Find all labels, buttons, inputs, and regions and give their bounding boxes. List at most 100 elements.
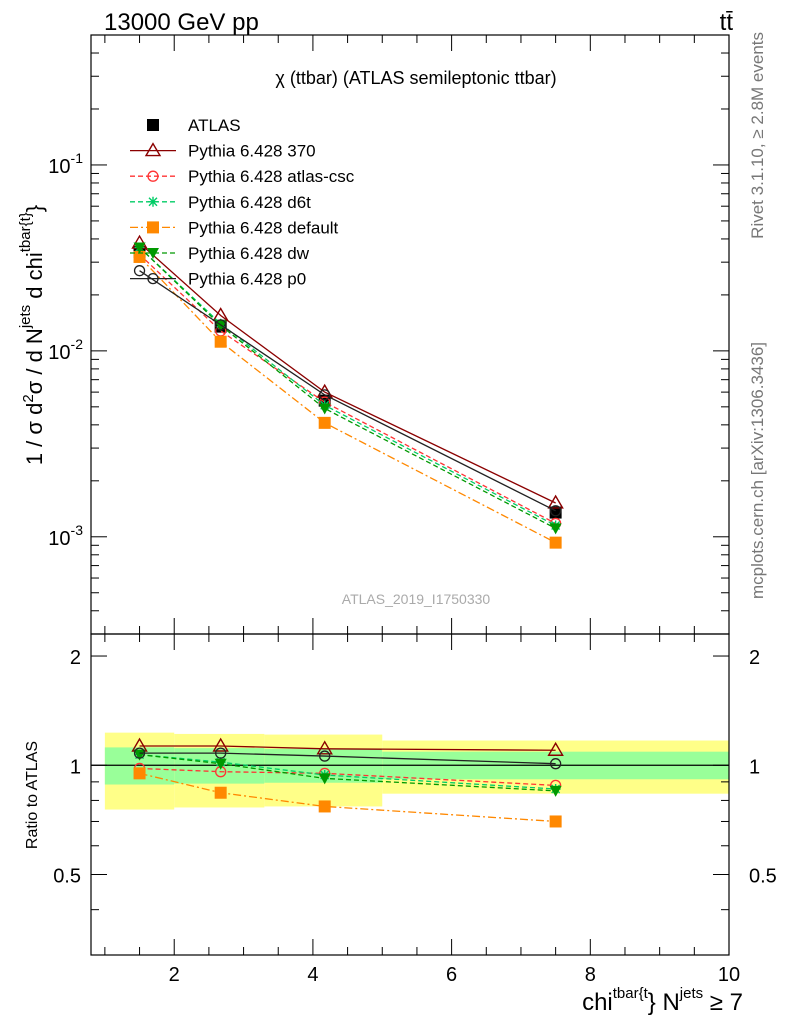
y-tick-label: 10-2	[48, 336, 83, 364]
legend-label: Pythia 6.428 370	[188, 142, 316, 161]
ratio-point	[214, 786, 227, 799]
ratio-axis-ticks: 0.5 0.5 1 1 2 2 2 4 6 8 10	[53, 634, 777, 986]
legend-marker	[147, 119, 159, 131]
legend-entry: Pythia 6.428 370	[130, 142, 316, 161]
legend-label: ATLAS	[188, 116, 241, 135]
x-tick-label: 4	[307, 964, 318, 986]
ratio-point	[214, 758, 227, 770]
legend-marker	[147, 272, 159, 285]
series-pythia-6-428-p0	[133, 265, 562, 517]
legend-marker	[144, 142, 162, 157]
mcplots-source-label: mcplots.cern.ch [arXiv:1306.3436]	[748, 342, 767, 599]
rivet-version-label: Rivet 3.1.10, ≥ 2.8M events	[748, 32, 767, 239]
ratio-panel: 0.5 0.5 1 1 2 2 2 4 6 8 10	[53, 633, 777, 986]
ratio-point	[549, 758, 562, 770]
main-plot-frame	[90, 34, 730, 635]
ratio-line	[139, 752, 556, 765]
data-point	[215, 319, 227, 331]
series-pythia-6-428-dw	[133, 242, 562, 535]
legend-entry: Pythia 6.428 d6t	[130, 193, 311, 212]
data-point	[318, 403, 331, 415]
ratio-point	[547, 741, 564, 756]
legend-marker	[147, 248, 159, 259]
series-line	[139, 246, 556, 529]
process-label: tt̄	[720, 9, 734, 36]
data-point	[319, 389, 331, 401]
ratio-line	[139, 745, 556, 751]
legend-label: Pythia 6.428 d6t	[188, 193, 311, 212]
ratio-series-pythia-6-428-p0	[133, 747, 562, 770]
main-axis-ticks: 10-3 10-2 10-1	[48, 34, 730, 635]
ratio-line	[139, 753, 556, 790]
legend-label: Pythia 6.428 default	[188, 218, 339, 237]
data-point	[549, 536, 562, 549]
main-series-layer	[131, 234, 564, 549]
ratio-line	[139, 767, 556, 787]
series-line	[139, 270, 556, 512]
collision-energy-label: 13000 GeV pp	[104, 9, 259, 36]
data-point	[549, 505, 562, 517]
ratio-series-pythia-6-428-dw	[133, 749, 562, 797]
ratio-y-tick-label: 1	[70, 756, 81, 778]
ratio-point	[133, 749, 146, 761]
legend-label: Pythia 6.428 atlas-csc	[188, 167, 355, 186]
legend-label: Pythia 6.428 p0	[188, 270, 306, 289]
ratio-point	[319, 750, 331, 762]
ratio-series-layer	[131, 737, 564, 828]
ratio-plot-frame	[90, 633, 730, 956]
series-pythia-6-428-atlas-csc	[133, 248, 562, 530]
data-point	[318, 416, 331, 429]
x-axis-title: chitbar{t} Njets ≥ 7	[582, 985, 743, 1016]
data-point	[547, 494, 564, 509]
main-ylabel: 1 / σ d2σ / d Njets d chitbar{t}}	[17, 205, 47, 465]
ratio-point	[549, 785, 562, 797]
ratio-point	[318, 773, 331, 785]
data-point	[549, 523, 562, 535]
legend-entry: ATLAS	[147, 116, 241, 135]
ratio-y-tick-label-right: 2	[749, 647, 760, 669]
x-tick-label: 8	[585, 964, 596, 986]
legend-entry: Pythia 6.428 atlas-csc	[130, 167, 355, 186]
ratio-point	[133, 767, 146, 780]
ratio-series-pythia-6-428-default	[133, 767, 562, 828]
chart-title: χ (ttbar) (ATLAS semileptonic ttbar)	[275, 68, 556, 88]
ratio-y-tick-label-right: 0.5	[749, 865, 777, 887]
analysis-id-label: ATLAS_2019_I1750330	[342, 591, 491, 607]
legend-entry: Pythia 6.428 default	[130, 218, 339, 237]
data-point	[133, 265, 146, 277]
legend-label: Pythia 6.428 dw	[188, 244, 310, 263]
legend: ATLAS Pythia 6.428 370 Pythia 6.428 atlas-…	[130, 116, 355, 289]
ratio-line	[139, 753, 556, 792]
x-tick-label: 10	[718, 964, 740, 986]
data-point	[214, 335, 227, 348]
ratio-ylabel: Ratio to ATLAS	[24, 741, 41, 849]
ratio-point	[549, 815, 562, 828]
ratio-series-pythia-6-428-370	[131, 737, 564, 756]
ratio-point	[318, 800, 331, 813]
x-tick-label: 2	[169, 964, 180, 986]
legend-entry: Pythia 6.428 p0	[130, 270, 306, 289]
legend-marker	[147, 170, 159, 182]
ratio-point	[133, 747, 146, 759]
ratio-y-tick-label: 0.5	[53, 865, 81, 887]
data-point	[133, 242, 146, 254]
legend-marker	[147, 221, 159, 234]
legend-entry: Pythia 6.428 dw	[130, 244, 310, 263]
ratio-y-tick-label: 2	[70, 647, 81, 669]
ratio-point	[212, 737, 229, 752]
series-line	[139, 242, 556, 504]
ratio-uncertainty-bands	[91, 732, 729, 810]
ratio-y-tick-label-right: 1	[749, 756, 760, 778]
ratio-point	[316, 740, 333, 755]
ratio-point	[215, 747, 227, 759]
legend-marker	[148, 196, 158, 207]
y-tick-label: 10-3	[48, 522, 83, 550]
data-point	[133, 250, 146, 263]
y-tick-label: 10-1	[48, 150, 83, 178]
x-tick-label: 6	[446, 964, 457, 986]
series-line	[139, 246, 556, 527]
main-panel: χ (ttbar) (ATLAS semileptonic ttbar) ATL…	[48, 34, 730, 635]
series-line	[139, 253, 556, 524]
series-pythia-6-428-default	[133, 250, 562, 549]
